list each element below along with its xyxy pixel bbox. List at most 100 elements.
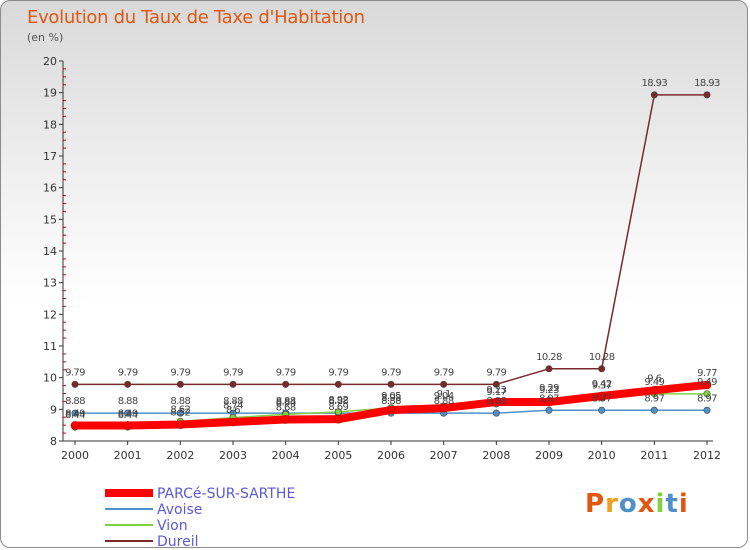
y-tick-label: 16 <box>43 182 57 195</box>
data-point <box>492 380 500 388</box>
data-label: 9.79 <box>65 367 85 378</box>
data-label: 8.88 <box>434 396 454 407</box>
data-label: 8.97 <box>697 393 717 404</box>
data-label: 9.05 <box>381 391 401 402</box>
data-point <box>598 406 606 414</box>
data-label: 9.6 <box>647 373 661 384</box>
x-tick-label: 2005 <box>324 449 352 462</box>
data-label: 8.97 <box>592 393 612 404</box>
data-label: 9.79 <box>434 367 454 378</box>
data-label: 9.77 <box>697 368 717 379</box>
data-label: 8.44 <box>118 410 138 421</box>
legend-label: Dureil <box>157 534 199 548</box>
y-tick-label: 8 <box>50 435 57 448</box>
data-point <box>598 365 606 373</box>
data-point <box>387 380 395 388</box>
data-label: 9.42 <box>592 379 612 390</box>
data-label: 8.74 <box>223 401 243 412</box>
data-label: 8.52 <box>170 408 190 419</box>
data-label: 10.28 <box>536 352 562 363</box>
data-point <box>386 405 396 415</box>
y-tick-label: 19 <box>43 87 57 100</box>
data-point <box>650 386 659 395</box>
data-label: 8.88 <box>65 396 85 407</box>
x-tick-label: 2002 <box>166 449 194 462</box>
data-label: 9.79 <box>118 367 138 378</box>
data-point <box>334 380 342 388</box>
x-tick-label: 2003 <box>219 449 247 462</box>
x-tick-label: 2012 <box>693 449 721 462</box>
data-label: 10.28 <box>589 352 615 363</box>
data-point <box>229 380 237 388</box>
data-point <box>176 380 184 388</box>
data-label: 8.68 <box>276 402 296 413</box>
data-label: 8.88 <box>328 396 348 407</box>
data-point <box>545 365 553 373</box>
series-line-3 <box>75 94 707 386</box>
logo-letter: r <box>605 489 619 519</box>
data-label: 9.1 <box>437 389 451 400</box>
data-point <box>176 409 184 417</box>
data-label: 9.49 <box>697 377 717 388</box>
legend-label: Vion <box>157 518 188 534</box>
data-label: 18.93 <box>694 78 720 89</box>
data-label: 8.98 <box>381 393 401 404</box>
x-tick-label: 2010 <box>588 449 616 462</box>
data-label: 8.84 <box>276 397 296 408</box>
logo-letter: P <box>585 489 606 519</box>
data-label: 8.97 <box>539 393 559 404</box>
data-point <box>439 403 448 413</box>
data-point <box>176 420 185 429</box>
data-label: 18.93 <box>642 78 668 89</box>
data-label: 9.04 <box>434 391 454 402</box>
y-tick-label: 14 <box>43 245 57 258</box>
y-tick-label: 20 <box>43 55 57 68</box>
y-tick-label: 11 <box>43 340 57 353</box>
data-label: 8.88 <box>276 396 296 407</box>
data-label: 8.88 <box>118 396 138 407</box>
data-point <box>71 409 79 417</box>
y-tick-label: 12 <box>43 308 57 321</box>
data-point <box>440 380 448 388</box>
data-point <box>544 397 554 407</box>
data-label: 8.88 <box>381 396 401 407</box>
y-tick-label: 13 <box>43 277 57 290</box>
data-label: 9.79 <box>170 367 190 378</box>
data-point <box>703 406 711 414</box>
data-label: 8.97 <box>644 393 664 404</box>
x-tick-label: 2011 <box>640 449 668 462</box>
data-point <box>123 421 132 430</box>
data-label: 9.79 <box>276 367 296 378</box>
logo-letter: i <box>655 489 666 519</box>
data-label: 8.69 <box>328 402 348 413</box>
y-tick-label: 17 <box>43 150 57 163</box>
x-tick-label: 2000 <box>61 449 89 462</box>
chart-subtitle: (en %) <box>27 31 64 44</box>
data-point <box>492 397 501 407</box>
data-point <box>597 391 606 401</box>
data-label: 9.23 <box>486 385 506 396</box>
data-label: 9.17 <box>486 387 506 398</box>
proxiti-logo: Proxiti <box>585 489 689 519</box>
data-point <box>545 406 553 414</box>
data-label: 8.88 <box>170 396 190 407</box>
data-label: 8.92 <box>328 395 348 406</box>
data-label: 9.79 <box>486 367 506 378</box>
y-tick-label: 10 <box>43 372 57 385</box>
data-label: 9.79 <box>328 367 348 378</box>
data-label: 9.49 <box>644 377 664 388</box>
data-label: 8.6 <box>226 405 240 416</box>
data-label: 8.49 <box>118 408 138 419</box>
x-tick-label: 2007 <box>430 449 458 462</box>
data-label: 9.79 <box>381 367 401 378</box>
data-point <box>703 91 711 99</box>
data-point <box>650 406 658 414</box>
logo-letter: o <box>618 489 638 519</box>
data-point <box>702 380 712 390</box>
data-point <box>124 380 132 388</box>
data-point <box>71 380 79 388</box>
data-point <box>492 409 500 417</box>
data-point <box>282 380 290 388</box>
